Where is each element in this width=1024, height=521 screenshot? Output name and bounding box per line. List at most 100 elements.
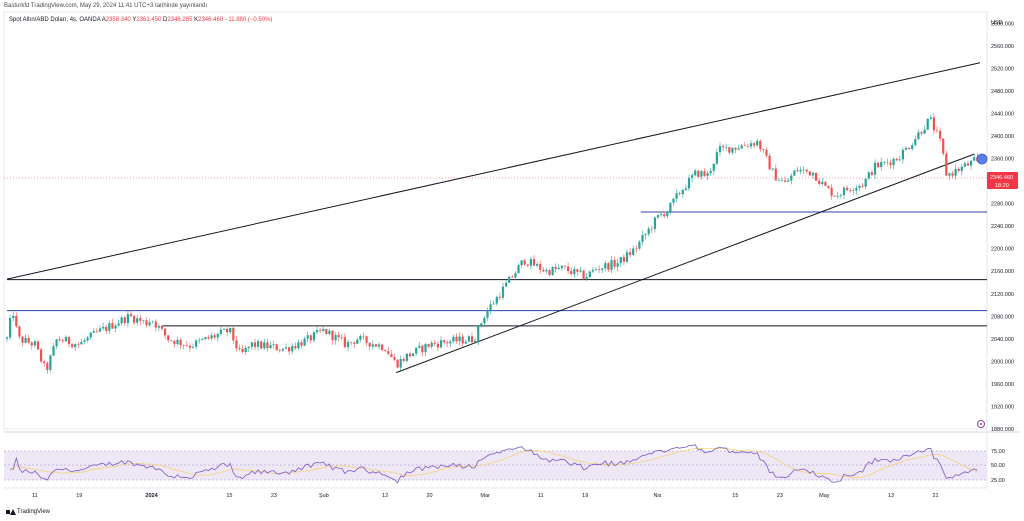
candle-body [142,320,145,321]
candle-body [362,335,365,337]
candle-body [883,161,886,163]
high-label: Y [132,17,137,23]
candle-body [579,270,582,272]
candle-body [610,260,613,270]
candle-body [461,336,464,344]
candle-body [80,342,83,345]
candle-body [855,187,858,191]
candle-body [951,173,954,176]
candle-body [771,168,774,170]
candle-body [526,264,529,266]
candle-body [842,187,846,196]
candle-body [247,346,250,348]
candle-body [787,180,790,182]
candle-body [799,169,802,172]
trendline[interactable] [6,62,981,280]
candle-body [734,147,737,150]
candle-body [415,347,418,354]
price-tick-label: 1920.000 [991,404,1014,410]
candle-body [591,269,594,272]
candle-body [312,332,315,341]
rsi-ma-line [10,447,978,478]
candle-body [102,326,105,329]
candle-body [697,170,700,177]
candle-body [433,342,436,344]
candle-body [396,359,399,368]
candle-body [709,170,712,174]
close-label: K [194,17,199,23]
candle-body [325,328,328,335]
candle-body [27,338,30,343]
settings-gear-icon[interactable] [977,420,985,428]
candle-body [67,337,71,345]
price-tick-label: 2040.000 [991,337,1014,343]
candle-body [319,330,322,331]
candle-body [926,118,929,130]
candles [5,112,979,374]
price-tick-label: 1880.000 [991,427,1014,433]
candle-body [198,340,201,341]
candle-body [170,340,173,341]
candle-body [619,257,622,264]
candle-body [973,157,976,161]
candle-body [402,358,405,361]
candle-body [644,234,647,236]
candle-body [40,349,43,362]
candle-body [253,342,257,347]
candle-body [672,198,675,203]
candle-body [226,328,229,333]
rsi-indicator [10,444,978,484]
candle-body [154,321,157,328]
trendlines[interactable] [6,62,981,374]
candle-body [436,343,439,348]
candle-body [737,148,740,150]
candle-body [474,340,477,343]
candle-body [92,330,95,333]
candle-body [427,343,430,347]
candle-body [294,346,297,349]
candle-body [939,130,942,139]
candle-body [908,147,911,149]
current-price-text: 2346.460 [990,175,1013,181]
candle-body [424,343,427,353]
open-value: 2358.340 [105,17,131,23]
candle-body [213,335,216,338]
alert-marker-icon[interactable] [976,153,988,165]
footer-brand[interactable]: TradingView [6,509,50,515]
candle-body [291,346,294,352]
candle-body [867,172,870,179]
candle-body [201,339,204,341]
candle-body [966,163,970,166]
candle-body [585,277,588,280]
candle-body [970,160,973,166]
candle-body [182,345,185,346]
rsi-tick-label: 25.00 [991,478,1005,484]
candle-body [120,317,123,324]
candle-body [886,161,889,163]
trendline[interactable] [396,153,975,374]
candle-body [145,320,148,326]
rsi-line [10,444,978,484]
candle-body [684,188,687,191]
candle-body [126,314,129,324]
price-tick-label: 2440.000 [991,111,1014,117]
candle-body [749,143,753,147]
candle-body [222,328,226,330]
candle-body [830,187,833,196]
candle-body [653,217,656,229]
candle-body [151,321,154,323]
horizontal-levels[interactable] [7,211,987,327]
time-tick-label: 20 [426,493,432,499]
candle-body [656,215,660,218]
time-tick-label: Nis [654,493,662,499]
time-tick-label: 23 [271,493,277,499]
candle-body [458,336,461,342]
candle-body [446,342,449,344]
time-tick-label: 15 [732,493,738,499]
candle-body [455,336,458,342]
candle-body [470,336,474,343]
candle-body [560,265,563,268]
candle-body [536,264,539,266]
candle-body [740,145,743,149]
